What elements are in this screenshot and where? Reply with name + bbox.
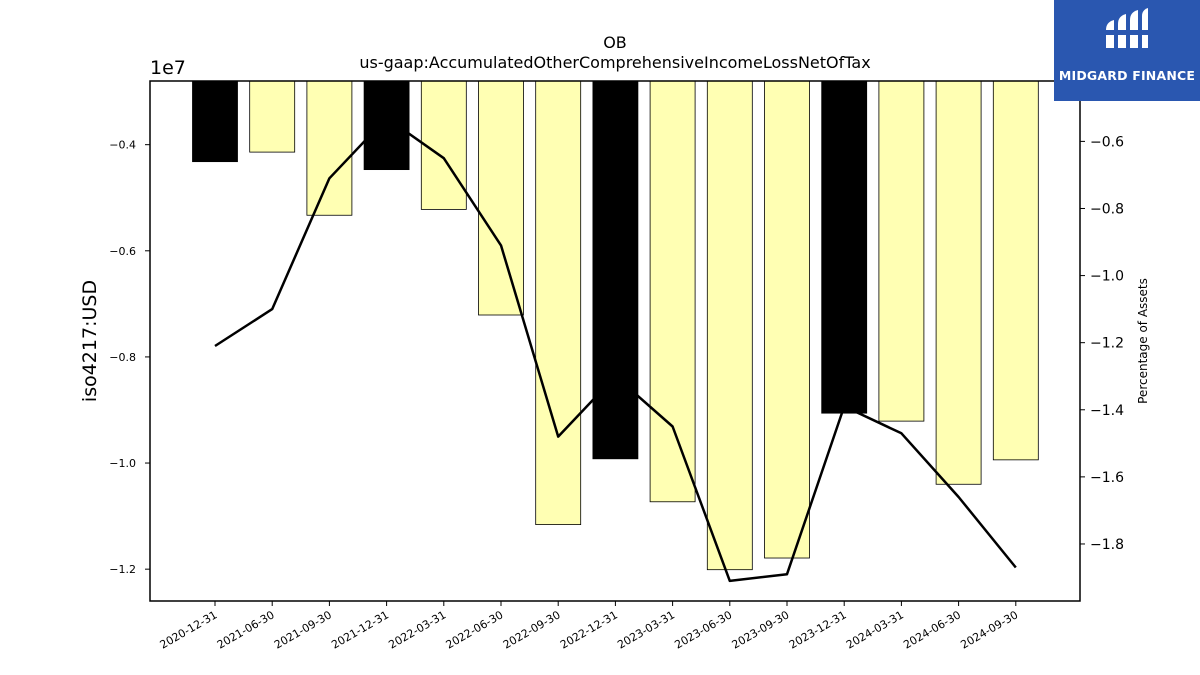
bar-2021-09-30 bbox=[306, 80, 353, 216]
midgard-finance-logo: MIDGARD FINANCE bbox=[1054, 0, 1200, 101]
bar-2023-06-30 bbox=[706, 80, 753, 571]
percentage-of-assets-line bbox=[214, 116, 1017, 583]
y-axis-label: iso4217:USD bbox=[79, 280, 101, 402]
chart-subtitle: us-gaap:AccumulatedOtherComprehensiveInc… bbox=[359, 53, 870, 72]
x-tick-label: 2023-06-30 bbox=[672, 608, 734, 651]
logo-text: MIDGARD FINANCE bbox=[1058, 68, 1196, 83]
y-right-tick-label: −1.2 bbox=[1090, 336, 1124, 352]
y-tick-label: −1.0 bbox=[109, 457, 136, 470]
y-right-tick-label: −1.8 bbox=[1090, 537, 1124, 553]
bar-2023-09-30 bbox=[764, 80, 810, 559]
bar-2023-12-31 bbox=[821, 80, 868, 414]
y-right-tick-label: −1.6 bbox=[1090, 470, 1124, 486]
bar-2022-03-31 bbox=[420, 80, 467, 210]
x-tick-label: 2022-09-30 bbox=[501, 608, 563, 651]
x-tick-label: 2023-12-31 bbox=[787, 608, 849, 651]
y-tick-label: −1.2 bbox=[109, 563, 136, 576]
x-tick-label: 2023-09-30 bbox=[730, 608, 792, 651]
midgard-logo-icon bbox=[1106, 8, 1148, 48]
bar-2022-06-30 bbox=[478, 80, 524, 316]
y-tick-label: −0.6 bbox=[109, 245, 136, 258]
x-tick-label: 2021-09-30 bbox=[272, 608, 334, 651]
x-tick-label: 2022-06-30 bbox=[444, 608, 506, 651]
y-tick-label: −0.8 bbox=[109, 351, 136, 364]
x-tick-label: 2021-06-30 bbox=[215, 608, 277, 651]
bar-2022-09-30 bbox=[535, 80, 582, 525]
x-tick-label: 2024-03-31 bbox=[844, 608, 906, 651]
bar-2024-03-31 bbox=[878, 80, 925, 422]
chart-title: OB bbox=[603, 33, 627, 52]
x-tick-label: 2021-12-31 bbox=[329, 608, 391, 651]
x-tick-label: 2022-12-31 bbox=[558, 608, 620, 651]
y-tick-label: −0.4 bbox=[109, 139, 136, 152]
bar-2022-12-31 bbox=[592, 80, 639, 460]
bar-2021-06-30 bbox=[249, 80, 296, 153]
bar-2024-06-30 bbox=[935, 80, 982, 485]
bar-2021-12-31 bbox=[363, 80, 410, 171]
x-tick-label: 2024-09-30 bbox=[958, 608, 1020, 651]
x-tick-label: 2020-12-31 bbox=[158, 608, 220, 651]
y-right-tick-label: −0.8 bbox=[1090, 201, 1124, 217]
bar-2024-09-30 bbox=[992, 80, 1039, 461]
y-axis-right-label: Percentage of Assets bbox=[1136, 278, 1150, 404]
bar-2020-12-31 bbox=[192, 80, 238, 163]
x-tick-label: 2022-03-31 bbox=[386, 608, 448, 651]
y-right-tick-label: −0.6 bbox=[1090, 134, 1124, 150]
x-tick-label: 2024-06-30 bbox=[901, 608, 963, 651]
y-offset-label: 1e7 bbox=[150, 57, 186, 79]
x-tick-label: 2023-03-31 bbox=[615, 608, 677, 651]
y-right-tick-label: −1.0 bbox=[1090, 269, 1124, 285]
bar-2023-03-31 bbox=[649, 80, 696, 503]
y-right-tick-label: −1.4 bbox=[1090, 403, 1124, 419]
